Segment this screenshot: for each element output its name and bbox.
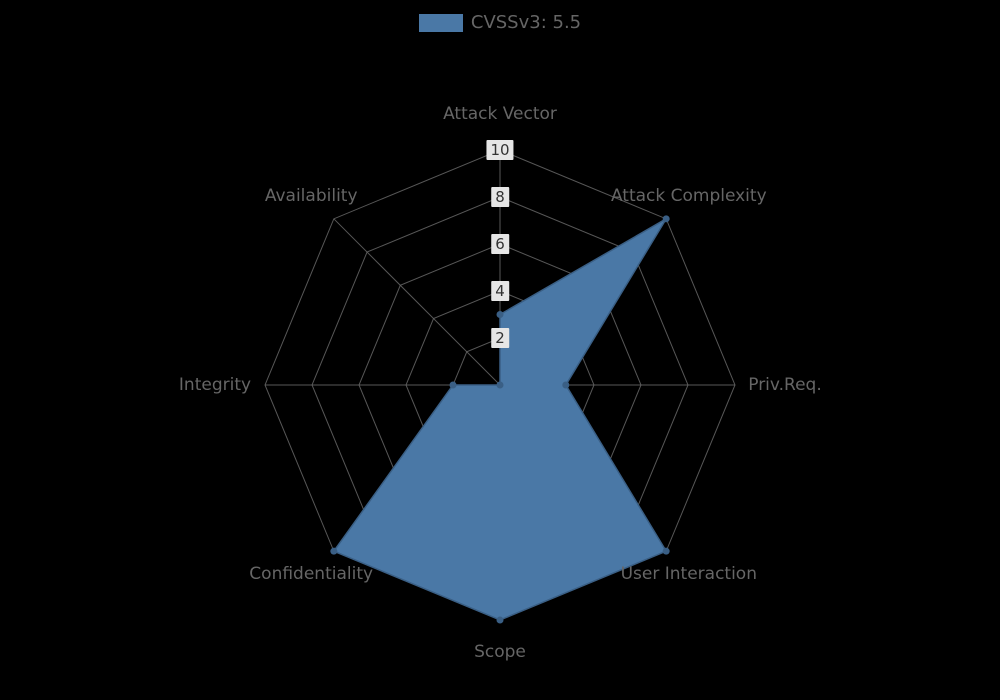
legend-label: CVSSv3: 5.5 bbox=[471, 12, 581, 33]
legend: CVSSv3: 5.5 bbox=[0, 12, 1000, 36]
axis-label: Confidentiality bbox=[249, 564, 373, 584]
axis-label: Scope bbox=[474, 642, 526, 662]
legend-item: CVSSv3: 5.5 bbox=[419, 12, 581, 33]
tick-label: 2 bbox=[491, 328, 509, 348]
axis-label: User Interaction bbox=[621, 564, 757, 584]
tick-label: 4 bbox=[491, 281, 509, 301]
axis-label: Attack Vector bbox=[443, 104, 557, 124]
tick-label: 6 bbox=[491, 234, 509, 254]
axis-label: Priv.Req. bbox=[748, 375, 822, 395]
tick-label: 10 bbox=[486, 140, 513, 160]
axis-label: Attack Complexity bbox=[611, 186, 767, 206]
radar-chart-container: CVSSv3: 5.5 Attack Vector Attack Complexi… bbox=[0, 0, 1000, 700]
tick-label: 8 bbox=[491, 187, 509, 207]
legend-swatch bbox=[419, 14, 463, 32]
axis-label: Integrity bbox=[179, 375, 251, 395]
axis-label: Availability bbox=[265, 186, 358, 206]
